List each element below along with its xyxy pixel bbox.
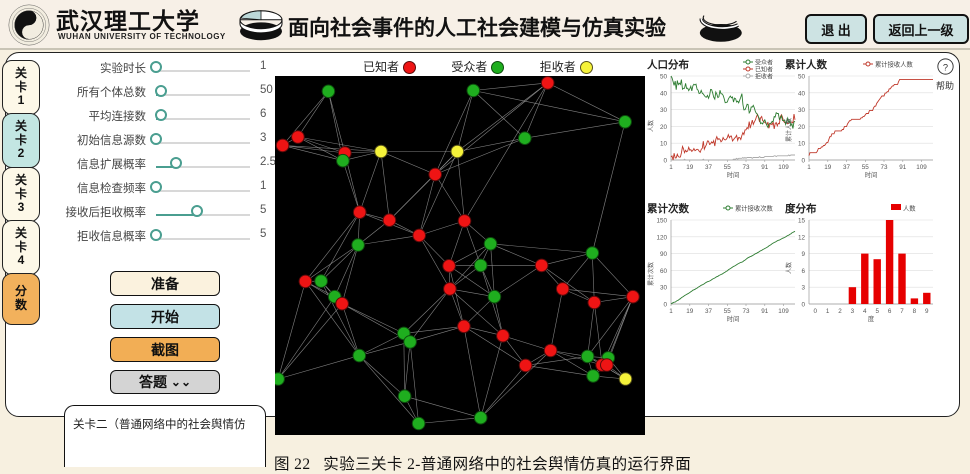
svg-text:人口分布: 人口分布 — [647, 58, 689, 71]
svg-text:1: 1 — [669, 164, 673, 171]
svg-text:人数: 人数 — [903, 203, 916, 212]
svg-text:60: 60 — [660, 268, 668, 275]
svg-text:3: 3 — [801, 285, 805, 292]
svg-text:4: 4 — [863, 308, 867, 315]
svg-text:1: 1 — [807, 164, 811, 171]
svg-text:20: 20 — [660, 124, 668, 131]
svg-text:累计接收人数: 累计接收人数 — [875, 59, 913, 68]
svg-text:30: 30 — [798, 107, 806, 114]
svg-text:55: 55 — [724, 164, 732, 171]
svg-text:度: 度 — [868, 314, 875, 323]
svg-text:73: 73 — [742, 308, 750, 315]
svg-text:120: 120 — [656, 234, 667, 241]
svg-text:7: 7 — [900, 308, 904, 315]
svg-text:30: 30 — [660, 107, 668, 114]
svg-text:40: 40 — [798, 90, 806, 97]
svg-text:时间: 时间 — [727, 170, 740, 179]
svg-text:0: 0 — [663, 158, 667, 165]
svg-text:19: 19 — [686, 164, 694, 171]
svg-text:50: 50 — [798, 74, 806, 81]
svg-text:73: 73 — [742, 164, 750, 171]
svg-text:0: 0 — [801, 158, 805, 165]
svg-text:37: 37 — [705, 308, 713, 315]
svg-text:0: 0 — [813, 308, 817, 315]
svg-text:5: 5 — [875, 308, 879, 315]
svg-text:9: 9 — [801, 251, 805, 258]
svg-text:30: 30 — [660, 285, 668, 292]
svg-text:拒收者: 拒收者 — [755, 72, 773, 80]
svg-text:9: 9 — [925, 308, 929, 315]
svg-text:20: 20 — [798, 124, 806, 131]
svg-text:1: 1 — [826, 308, 830, 315]
svg-text:时间: 时间 — [865, 170, 878, 179]
svg-text:15: 15 — [798, 218, 806, 225]
svg-text:10: 10 — [660, 141, 668, 148]
svg-text:50: 50 — [660, 74, 668, 81]
svg-text:8: 8 — [913, 308, 917, 315]
svg-text:2: 2 — [838, 308, 842, 315]
svg-text:91: 91 — [761, 164, 769, 171]
svg-text:受众者: 受众者 — [755, 58, 773, 66]
svg-text:1: 1 — [669, 308, 673, 315]
svg-text:已知者: 已知者 — [755, 65, 773, 73]
svg-text:37: 37 — [843, 164, 851, 171]
svg-text:91: 91 — [899, 164, 907, 171]
svg-text:累计次数: 累计次数 — [647, 202, 689, 215]
svg-text:73: 73 — [880, 164, 888, 171]
svg-text:6: 6 — [888, 308, 892, 315]
svg-text:19: 19 — [686, 308, 694, 315]
svg-text:0: 0 — [663, 302, 667, 309]
svg-text:累计接收次数: 累计接收次数 — [735, 203, 773, 212]
svg-text:109: 109 — [916, 164, 927, 171]
svg-text:3: 3 — [851, 308, 855, 315]
svg-text:0: 0 — [801, 302, 805, 309]
svg-text:?: ? — [942, 62, 947, 72]
svg-text:90: 90 — [660, 251, 668, 258]
svg-text:12: 12 — [798, 234, 806, 241]
svg-text:累计次数: 累计次数 — [647, 262, 655, 286]
svg-text:时间: 时间 — [727, 314, 740, 323]
svg-text:人数: 人数 — [785, 262, 793, 274]
svg-text:91: 91 — [761, 308, 769, 315]
svg-text:人数: 人数 — [647, 120, 655, 132]
svg-text:40: 40 — [660, 90, 668, 97]
svg-text:10: 10 — [798, 141, 806, 148]
svg-text:累计人数: 累计人数 — [785, 58, 827, 71]
svg-text:55: 55 — [862, 164, 870, 171]
svg-text:150: 150 — [656, 218, 667, 225]
svg-text:累计人数: 累计人数 — [785, 118, 793, 142]
svg-text:6: 6 — [801, 268, 805, 275]
svg-text:55: 55 — [724, 308, 732, 315]
svg-text:37: 37 — [705, 164, 713, 171]
svg-text:度分布: 度分布 — [785, 202, 817, 215]
svg-text:19: 19 — [824, 164, 832, 171]
